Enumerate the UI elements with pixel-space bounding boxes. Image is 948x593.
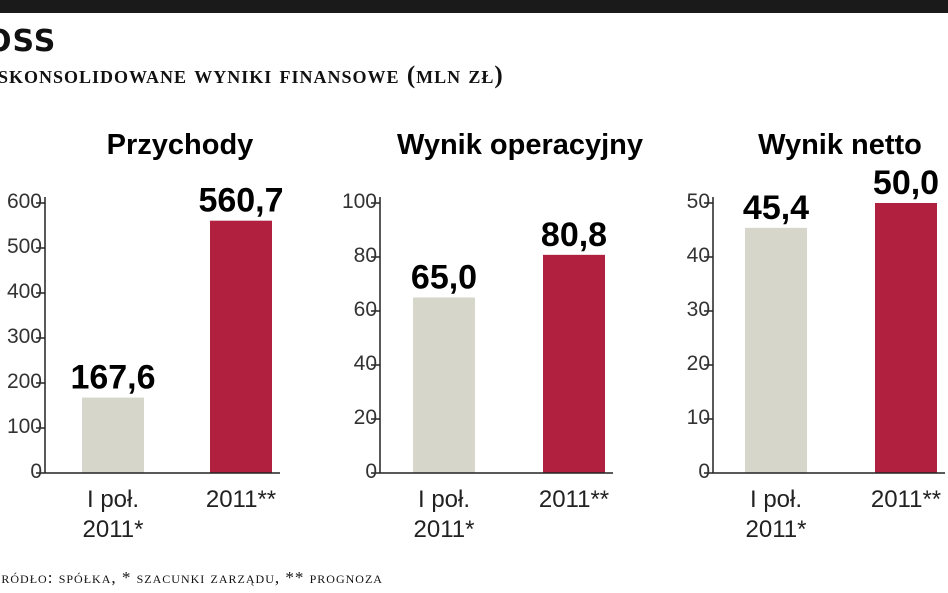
x-tick-label: 2011** [539,486,609,513]
panel-title: Wynik operacyjny [397,129,643,161]
data-label: 167,6 [70,359,155,397]
top-bar [0,0,948,13]
y-tick-label: 30 [687,298,710,321]
x-tick-label: I poł. [418,486,470,513]
bar-full-year-2011 [210,220,272,473]
y-tick-label: 20 [354,406,377,429]
x-tick-label: 2011* [83,516,144,543]
panel-title: Przychody [107,129,254,161]
y-tick-label: 60 [354,298,377,321]
x-tick-label: I poł. [750,486,802,513]
bar-first-half-2011 [82,397,144,473]
x-tick-label: 2011* [414,516,475,543]
y-tick-label: 0 [365,460,377,483]
bar-first-half-2011 [413,297,475,473]
data-label: 50,0 [873,164,939,202]
y-tick-label: 50 [687,190,710,213]
y-tick-label: 0 [30,460,42,483]
x-tick-label: 2011** [871,486,941,513]
data-label: 65,0 [411,259,477,297]
data-label: 45,4 [743,189,809,227]
y-tick-label: 0 [698,460,710,483]
data-label: 560,7 [198,182,283,220]
y-tick-label: 80 [354,244,377,267]
panel-title: Wynik netto [758,129,922,161]
y-tick-label: 40 [687,244,710,267]
x-tick-label: 2011** [206,486,276,513]
x-tick-label: I poł. [87,486,139,513]
brand-title: OSS [0,24,57,59]
source-note: Źródło: spółka, * szacunki zarządu, ** p… [0,568,383,587]
y-tick-label: 400 [7,280,42,303]
y-tick-label: 10 [687,406,710,429]
y-tick-label: 100 [7,415,42,438]
x-tick-label: 2011* [746,516,807,543]
y-tick-label: 500 [7,235,42,258]
y-tick-label: 300 [7,325,42,348]
y-tick-label: 200 [7,370,42,393]
bar-first-half-2011 [745,227,807,473]
bar-full-year-2011 [875,203,937,473]
chart-subtitle: Skonsolidowane wyniki finansowe (mln zł) [0,62,504,89]
data-label: 80,8 [541,216,607,254]
bar-full-year-2011 [543,254,605,473]
y-tick-label: 100 [342,190,377,213]
y-tick-label: 40 [354,352,377,375]
y-tick-label: 20 [687,352,710,375]
y-tick-label: 600 [7,190,42,213]
